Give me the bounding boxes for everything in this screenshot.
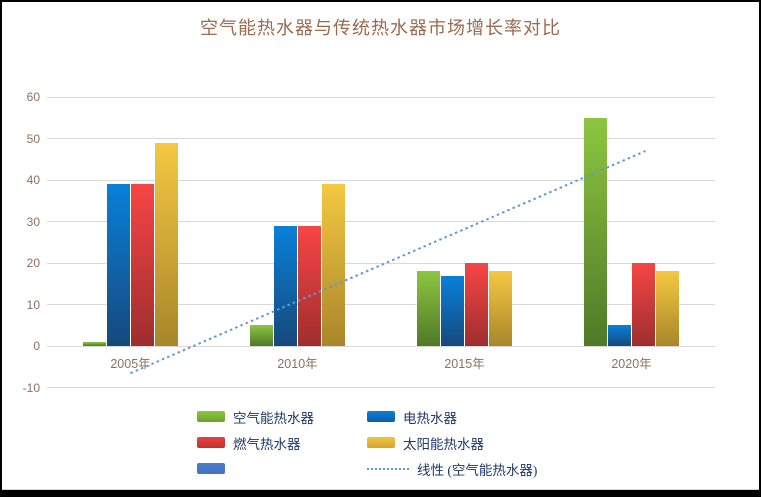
legend: 空气能热水器 电热水器燃气热水器 太阳能热水器线性 (空气能热水器) <box>197 408 597 478</box>
legend-color-swatch <box>197 463 225 474</box>
legend-color-swatch <box>197 437 225 448</box>
y-axis-tick-label: 60 <box>26 90 40 104</box>
y-axis-tick-label: 40 <box>26 173 40 188</box>
bar-空气能热水器 <box>82 342 106 347</box>
x-axis-category-label: 2010年 <box>277 357 318 372</box>
bar-空气能热水器 <box>249 325 273 347</box>
bar-太阳能热水器 <box>655 271 679 347</box>
legend-label: 电热水器 <box>403 410 457 426</box>
legend-entry: 空气能热水器 <box>197 408 367 426</box>
y-axis-tick-label: 30 <box>26 214 40 229</box>
bar-燃气热水器 <box>297 225 321 347</box>
y-axis-tick-label: -10 <box>22 380 40 395</box>
gridline <box>47 387 715 389</box>
x-axis-category-label: 2015年 <box>444 357 485 372</box>
gridline <box>47 138 715 140</box>
legend-label: 空气能热水器 <box>233 410 314 426</box>
x-axis-category-label: 2020年 <box>611 357 652 372</box>
bar-电热水器 <box>440 275 464 347</box>
bar-电热水器 <box>106 184 130 347</box>
legend-label: 线性 (空气能热水器) <box>417 462 538 478</box>
chart-title: 空气能热水器与传统热水器市场增长率对比 <box>200 18 561 38</box>
legend-color-swatch <box>197 411 225 422</box>
bar-电热水器 <box>273 225 297 347</box>
bar-燃气热水器 <box>631 263 655 347</box>
y-axis-tick-label: 20 <box>26 256 40 271</box>
bar-太阳能热水器 <box>154 142 178 347</box>
bar-太阳能热水器 <box>321 184 345 347</box>
y-axis-tick-label: 0 <box>33 339 40 354</box>
legend-dotted-line-swatch <box>367 467 409 470</box>
gridline <box>47 179 715 181</box>
legend-entry <box>197 460 367 477</box>
bar-燃气热水器 <box>130 184 154 347</box>
legend-color-swatch <box>367 411 395 422</box>
legend-color-swatch <box>367 437 395 448</box>
bar-燃气热水器 <box>464 263 488 347</box>
bar-电热水器 <box>607 325 631 347</box>
bottom-frame-bar <box>2 489 759 495</box>
y-axis-tick-label: 50 <box>26 131 40 146</box>
x-axis-category-label: 2005年 <box>110 357 151 372</box>
y-axis-tick-label: 10 <box>26 297 40 312</box>
legend-entry: 燃气热水器 <box>197 434 367 452</box>
legend-entry: 太阳能热水器 <box>367 434 597 452</box>
bar-太阳能热水器 <box>488 271 512 347</box>
legend-label: 太阳能热水器 <box>403 436 484 452</box>
bar-空气能热水器 <box>583 117 607 347</box>
legend-entry: 电热水器 <box>367 408 597 426</box>
legend-label: 燃气热水器 <box>233 436 301 452</box>
gridline <box>47 96 715 98</box>
legend-entry: 线性 (空气能热水器) <box>367 460 597 478</box>
bar-空气能热水器 <box>416 271 440 347</box>
